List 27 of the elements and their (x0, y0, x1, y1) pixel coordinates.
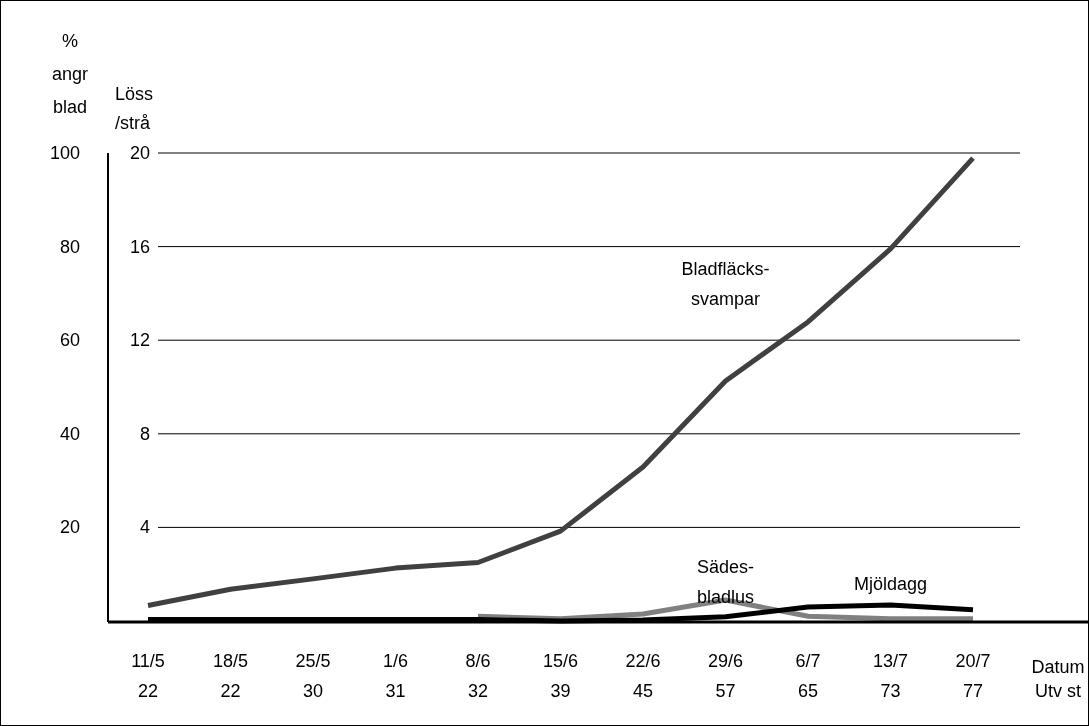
x-tick-label: 20/7 77 (955, 651, 991, 701)
y-tick-label: 60 (59, 330, 80, 351)
y2-tick-label: 20 (129, 143, 150, 163)
y-axis-title: % angr blad (51, 31, 89, 117)
x-tick-label: 6/7 65 (795, 651, 821, 701)
x-tick-label: 18/5 22 (212, 651, 249, 701)
x-tick-label: 15/6 39 (542, 651, 579, 701)
y2-tick-label: 8 (139, 423, 150, 444)
x-tick-label: 1/6 31 (382, 651, 409, 701)
x-tick-label: 29/6 57 (707, 651, 744, 701)
y2-axis-title: Löss /strå (115, 84, 154, 133)
x-tick-label: 25/5 30 (295, 651, 331, 701)
x-tick-label: 13/7 73 (872, 651, 909, 701)
x-axis-title: Datum Utv st (1031, 657, 1085, 701)
y-tick-label: 100 (49, 143, 80, 163)
y2-tick-label: 16 (129, 236, 150, 257)
x-tick-label: 22/6 45 (625, 651, 661, 701)
y2-tick-label: 4 (139, 517, 150, 538)
series-label: Bladfläcks- svampar (681, 259, 770, 309)
y-tick-label: 40 (59, 423, 80, 444)
series-label: Sädes- bladlus (696, 557, 755, 607)
x-tick-label: 11/5 22 (131, 651, 165, 701)
y-tick-label: 80 (59, 236, 80, 257)
y2-tick-label: 12 (129, 330, 150, 351)
series-label: Mjöldagg (853, 574, 928, 594)
x-tick-label: 8/6 32 (465, 651, 491, 701)
y-tick-label: 20 (59, 517, 80, 538)
